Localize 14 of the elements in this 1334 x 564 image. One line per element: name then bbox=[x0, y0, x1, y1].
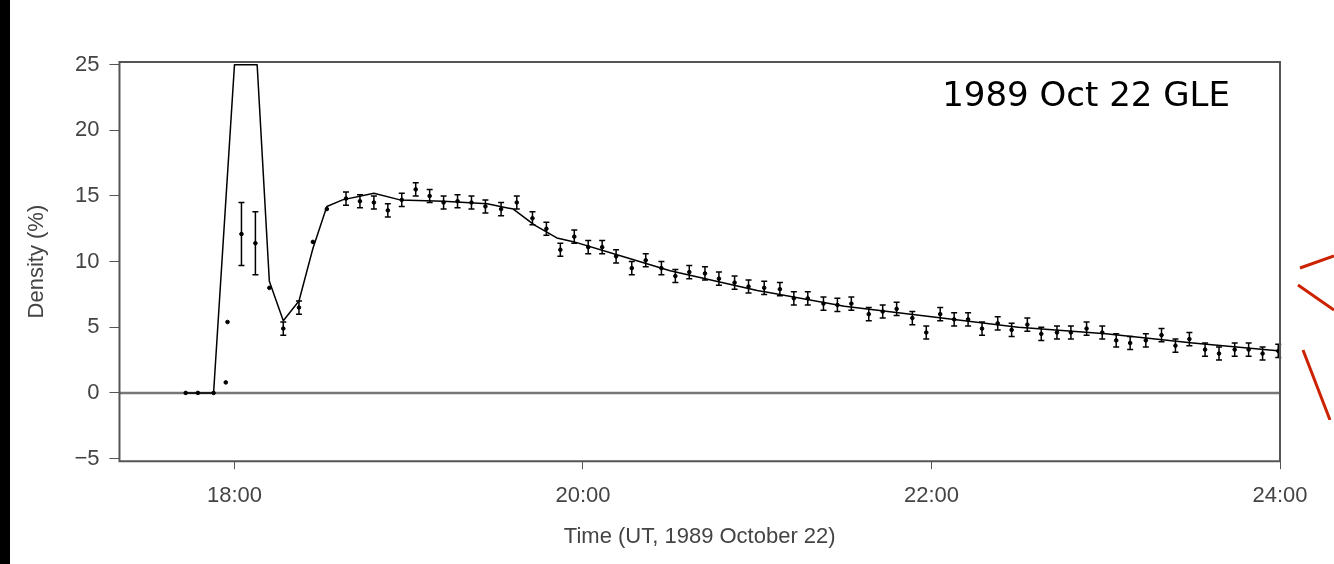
y-tick-label: 20 bbox=[75, 116, 100, 142]
x-tick-label: 20:00 bbox=[555, 482, 611, 508]
y-tick-label: 0 bbox=[87, 378, 100, 404]
x-tick-label: 22:00 bbox=[903, 482, 960, 508]
y-axis-title: Density (%) bbox=[23, 204, 49, 319]
y-tick-label: 5 bbox=[87, 313, 100, 339]
annotation: 1989 Oct 22 GLE bbox=[942, 73, 1230, 114]
y-tick-label: 10 bbox=[75, 247, 100, 273]
x-tick-label: 18:00 bbox=[206, 482, 263, 508]
y-tick-label: 25 bbox=[75, 50, 100, 76]
x-axis-title: Time (UT, 1989 October 22) bbox=[563, 522, 836, 548]
x-tick-label: 24:00 bbox=[1252, 482, 1308, 508]
y-tick-label: −5 bbox=[74, 444, 100, 470]
y-tick-label: 15 bbox=[75, 182, 100, 207]
